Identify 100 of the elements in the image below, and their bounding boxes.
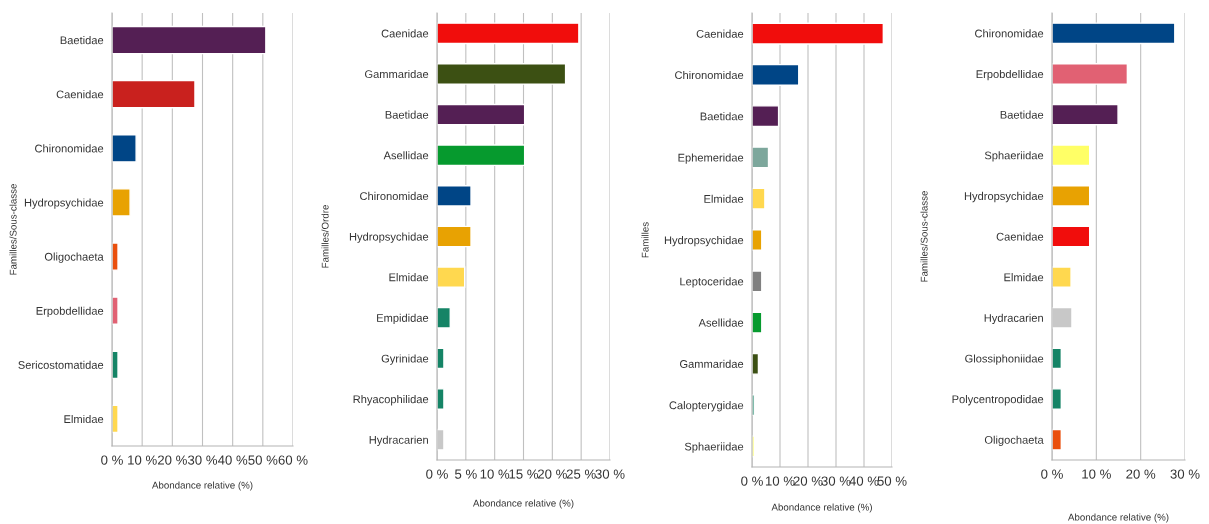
bar xyxy=(1052,428,1063,451)
y-tick-label: Erpobdellidae xyxy=(976,69,1044,81)
y-tick-label: Elmidae xyxy=(64,414,104,424)
y-tick-label: Baetidae xyxy=(385,110,429,119)
bar xyxy=(752,146,770,169)
bar xyxy=(112,296,119,325)
bar xyxy=(437,428,445,451)
y-tick-label: Oligochaeta xyxy=(984,435,1044,447)
x-tick-label: 15 % xyxy=(509,469,539,479)
y-tick-label: Elmidae xyxy=(1004,273,1044,282)
bar xyxy=(437,103,526,126)
x-tick-label: 0 % xyxy=(426,469,448,479)
y-tick-label: Hydropsychidae xyxy=(349,232,429,243)
x-tick-label: 50 % xyxy=(248,455,278,465)
x-tick-label: 30 % xyxy=(1170,469,1200,479)
x-tick-label: 20 % xyxy=(537,469,567,479)
bar xyxy=(437,22,580,45)
y-tick-label: Chironomidae xyxy=(975,29,1044,38)
y-tick-label: Polycentropodidae xyxy=(952,395,1044,406)
y-tick-label: Caenidae xyxy=(696,29,744,38)
bar xyxy=(112,134,137,163)
y-tick-label: Oligochaeta xyxy=(44,252,104,263)
bar xyxy=(437,225,472,248)
y-tick-label: Chironomidae xyxy=(360,191,429,200)
y-tick-label: Gammaridae xyxy=(680,359,744,368)
y-tick-label: Baetidae xyxy=(700,112,744,121)
y-axis-title: Familles/Sous-classe xyxy=(9,184,17,275)
bar xyxy=(112,79,196,109)
x-tick-label: 40 % xyxy=(217,455,248,465)
y-tick-label: Glossiphoniidae xyxy=(965,354,1044,365)
bar xyxy=(752,22,885,45)
y-tick-label: Baetidae xyxy=(60,36,104,45)
x-tick-label: 40 % xyxy=(849,476,879,486)
bar xyxy=(112,242,119,271)
bar xyxy=(437,347,445,370)
y-tick-label: Gyrinidae xyxy=(381,354,429,365)
y-tick-label: Sericostomatidae xyxy=(18,360,104,369)
bar xyxy=(437,63,567,85)
x-tick-label: 50 % xyxy=(877,476,907,486)
x-tick-label: 0 % xyxy=(741,476,763,486)
y-tick-label: Hydracarien xyxy=(984,313,1043,325)
y-tick-label: Caenidae xyxy=(381,29,429,38)
bar xyxy=(437,388,445,410)
x-tick-label: 30 % xyxy=(821,476,851,486)
bar xyxy=(1052,22,1176,45)
x-tick-label: 60 % xyxy=(278,455,308,465)
bar xyxy=(1052,388,1063,410)
y-tick-label: Hydropsychidae xyxy=(964,191,1044,203)
x-axis-title: Abondance relative (%) xyxy=(1067,513,1169,523)
x-tick-label: 20 % xyxy=(793,476,823,486)
y-tick-label: Hydropsychidae xyxy=(664,235,744,247)
bar xyxy=(1052,266,1072,288)
y-tick-label: Hydropsychidae xyxy=(24,198,104,209)
y-tick-label: Chironomidae xyxy=(675,70,744,80)
x-tick-label: 10 % xyxy=(765,476,795,486)
bar xyxy=(437,185,472,207)
y-axis-title: Familles xyxy=(641,222,649,258)
y-tick-label: Ephemeridae xyxy=(678,153,744,164)
bar xyxy=(1052,103,1119,126)
bar xyxy=(437,266,466,288)
x-tick-label: 10 % xyxy=(480,469,510,479)
bar xyxy=(752,187,766,210)
x-tick-label: 10 % xyxy=(128,455,157,465)
y-tick-label: Asellidae xyxy=(383,151,429,160)
x-tick-label: 0 % xyxy=(1041,469,1063,479)
y-tick-label: Calopterygidae xyxy=(669,401,744,412)
bar xyxy=(1052,63,1129,85)
x-tick-label: 5 % xyxy=(454,469,477,479)
y-tick-label: Leptoceridae xyxy=(680,277,744,288)
y-tick-label: Erpobdellidae xyxy=(36,306,104,318)
y-tick-label: Sphaeriidae xyxy=(984,151,1044,162)
x-tick-label: 20 % xyxy=(157,455,187,465)
bar xyxy=(437,144,526,167)
bar xyxy=(112,188,131,217)
bar xyxy=(1052,144,1091,167)
y-tick-label: Rhyacophilidae xyxy=(353,395,429,406)
x-axis-title: Abondance relative (%) xyxy=(151,481,253,491)
bar xyxy=(752,63,800,86)
y-tick-label: Baetidae xyxy=(1000,110,1044,119)
x-tick-label: 0 % xyxy=(101,455,123,465)
y-tick-label: Hydracarien xyxy=(369,435,428,447)
bar xyxy=(112,25,267,55)
y-axis-title: Familles/Sous-classe xyxy=(920,191,928,282)
bar xyxy=(1052,306,1073,329)
bar xyxy=(1052,225,1091,248)
x-tick-label: 10 % xyxy=(1082,469,1111,479)
bar xyxy=(752,105,780,128)
y-tick-label: Caenidae xyxy=(56,90,104,99)
bar xyxy=(1052,185,1091,207)
x-axis-title: Abondance relative (%) xyxy=(472,499,574,509)
y-tick-label: Elmidae xyxy=(704,194,744,203)
y-tick-label: Chironomidae xyxy=(35,144,104,153)
x-tick-label: 30 % xyxy=(187,455,218,465)
y-tick-label: Asellidae xyxy=(698,318,744,327)
y-tick-label: Sphaeriidae xyxy=(684,442,744,453)
x-tick-label: 20 % xyxy=(1126,469,1156,479)
bar xyxy=(437,306,451,329)
y-tick-label: Gammaridae xyxy=(365,69,429,79)
x-axis-title: Abondance relative (%) xyxy=(771,503,872,513)
y-tick-label: Elmidae xyxy=(389,273,429,282)
